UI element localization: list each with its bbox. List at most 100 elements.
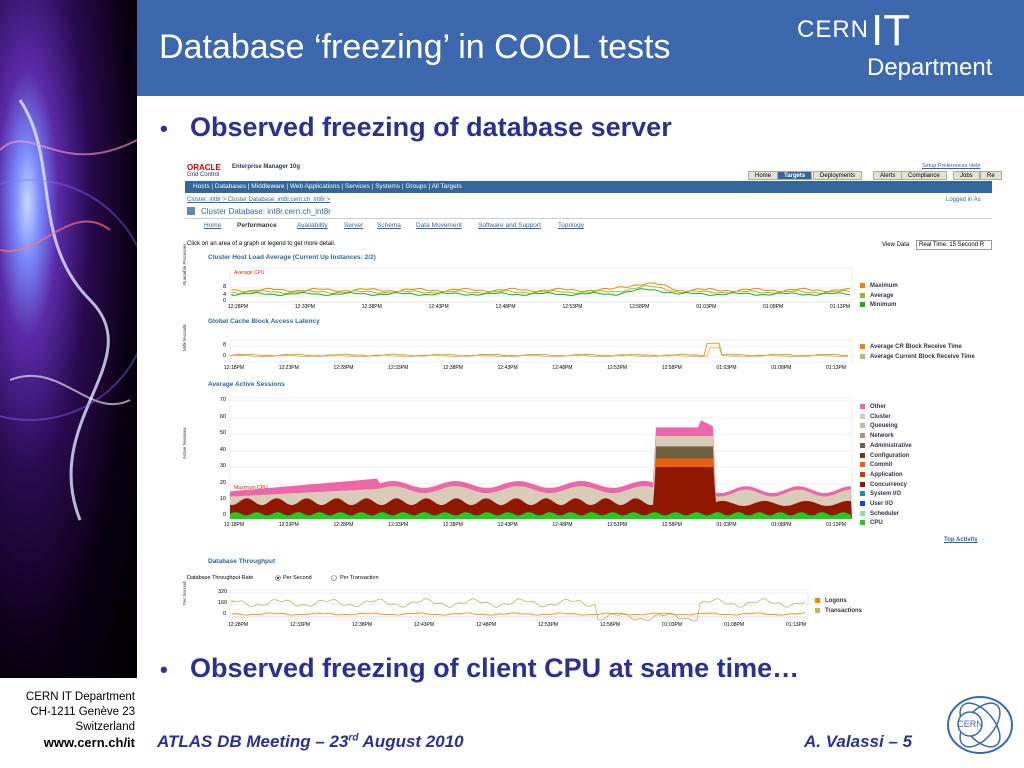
logo-cern-text: CERN	[797, 16, 870, 43]
x-tick-label: 01:13PM	[786, 622, 807, 628]
legend-item[interactable]: Average	[860, 292, 893, 299]
em-top-links[interactable]: Setup Preferences Help	[922, 163, 981, 169]
footer-meeting: ATLAS DB Meeting – 23rd August 2010	[157, 732, 464, 752]
throughput-rate-label: Database Throughput Rate	[187, 575, 254, 581]
legend-swatch	[860, 520, 865, 526]
plot-area	[229, 267, 853, 303]
chart-annotation: Maximum CPU	[234, 485, 268, 491]
legend-swatch	[860, 510, 865, 516]
x-tick-label: 12:58PM	[600, 622, 621, 628]
subtab-topology[interactable]: Topology	[558, 222, 585, 229]
x-tick-label: 12:43PM	[497, 522, 518, 528]
y-tick-label: 4	[222, 292, 226, 298]
legend-item[interactable]: Other	[860, 404, 886, 410]
x-tick-label: 12:58PM	[661, 522, 682, 528]
address-line-3: Switzerland	[75, 721, 135, 733]
legend-item[interactable]: Transactions	[815, 607, 863, 614]
subtab-performance[interactable]: Performance	[237, 222, 277, 229]
plot-area	[229, 339, 853, 363]
y-tick-label: 10	[219, 496, 226, 502]
legend-swatch	[860, 413, 865, 419]
x-tick-label: 12:33PM	[290, 622, 311, 628]
x-tick-label: 01:08PM	[771, 522, 792, 528]
option-per-second: Per Second	[283, 575, 312, 581]
subtab-software-and-support[interactable]: Software and Support	[478, 222, 541, 229]
footer-meeting-text: ATLAS DB Meeting – 23	[157, 732, 349, 751]
x-tick-label: 12:43PM	[497, 365, 518, 371]
legend-swatch	[860, 404, 865, 409]
legend-item[interactable]: System I/O	[860, 491, 901, 497]
y-tick-label: 30	[219, 463, 226, 469]
legend-item[interactable]: Average Current Block Receive Time	[860, 353, 975, 360]
radio-per-transaction	[331, 575, 337, 581]
x-tick-label: 12:53PM	[607, 365, 628, 371]
em-tab-compliance[interactable]: Compliance	[901, 171, 947, 180]
view-data-select[interactable]: Real Time: 15 Second R	[916, 240, 992, 250]
legend-item[interactable]: Minimum	[860, 302, 896, 308]
legend-item[interactable]: User I/O	[860, 501, 893, 507]
legend-item[interactable]: Administrative	[860, 442, 912, 449]
legend-item[interactable]: Cluster	[860, 413, 891, 420]
series-transactions-line	[231, 598, 806, 622]
legend-item[interactable]: Network	[860, 433, 894, 439]
legend-item[interactable]: Application	[860, 471, 903, 478]
em-tab-jobs[interactable]: Jobs	[953, 171, 980, 180]
chart-ylabel: Active Sessions	[182, 426, 187, 459]
legend-item[interactable]: Scheduler	[860, 510, 899, 517]
subtab-availability[interactable]: Availability	[297, 222, 328, 229]
legend-label: User I/O	[870, 501, 894, 508]
y-tick-label: 0	[222, 512, 226, 518]
bullet-server-freezing: • Observed freezing of database server	[160, 112, 672, 143]
legend-item[interactable]: Average CR Block Receive Time	[860, 344, 962, 350]
legend-item[interactable]: Queueing	[860, 423, 898, 429]
legend-item[interactable]: Maximum	[860, 283, 898, 289]
series-minimum-line	[231, 288, 851, 297]
grid-control-label: Grid Control	[187, 172, 220, 178]
plot-area	[229, 589, 809, 621]
x-tick-label: 12:33PM	[388, 365, 409, 371]
x-tick-label: 12:53PM	[538, 622, 559, 628]
chart-annotation: Average CPU	[234, 270, 265, 276]
legend-label: Transactions	[825, 607, 863, 614]
em-nav-bar[interactable]: Hosts | Databases | Middleware | Web App…	[185, 181, 992, 193]
footer-url[interactable]: www.cern.ch/it	[43, 735, 135, 750]
area-cpu	[230, 512, 852, 519]
em-tab-re[interactable]: Re	[980, 171, 1002, 180]
subtab-data-movement[interactable]: Data Movement	[416, 222, 462, 229]
legend-swatch	[860, 292, 865, 298]
bullet-dot-icon: •	[160, 657, 168, 682]
legend-swatch	[860, 344, 865, 349]
y-tick-label: 50	[219, 430, 226, 436]
x-tick-label: 12:48PM	[552, 522, 573, 528]
subtab-server[interactable]: Server	[344, 222, 364, 229]
cern-emblem-icon: CERN	[947, 696, 1013, 754]
legend-swatch	[860, 452, 865, 458]
series-average-line	[231, 285, 851, 295]
legend-label: System I/O	[870, 491, 902, 498]
em-tab-deployments[interactable]: Deployments	[813, 171, 863, 180]
em-tab-targets[interactable]: Targets	[777, 171, 813, 180]
legend-item[interactable]: Commit	[860, 462, 892, 468]
database-icon	[187, 207, 195, 215]
footer-sup: rd	[348, 732, 359, 744]
subtab-schema[interactable]: Schema	[377, 222, 401, 229]
legend-label: Cluster	[870, 413, 891, 420]
legend-item[interactable]: Concurrency	[860, 481, 907, 488]
x-tick-label: 01:08PM	[771, 365, 792, 371]
oracle-logo: ORACLE	[187, 163, 221, 172]
legend-item[interactable]: Configuration	[860, 452, 909, 459]
area-concurrency	[230, 467, 852, 519]
legend-item[interactable]: Logons	[815, 598, 847, 604]
legend-swatch	[860, 353, 865, 359]
x-tick-label: 12:38PM	[442, 522, 463, 528]
top-activity-link[interactable]: Top Activity	[944, 537, 978, 543]
x-tick-label: 01:13PM	[826, 522, 847, 528]
subtab-home[interactable]: Home	[204, 222, 222, 229]
emblem-text: CERN	[957, 719, 983, 729]
x-tick-label: 12:38PM	[352, 622, 373, 628]
chart-ylabel: Per Second	[182, 581, 187, 605]
legend-item[interactable]: CPU	[860, 520, 883, 526]
breadcrumb[interactable]: Cluster: int8r > Cluster Database: int8r…	[187, 197, 331, 203]
x-tick-label: 12:48PM	[495, 304, 516, 310]
x-tick-label: 12:53PM	[607, 522, 628, 528]
